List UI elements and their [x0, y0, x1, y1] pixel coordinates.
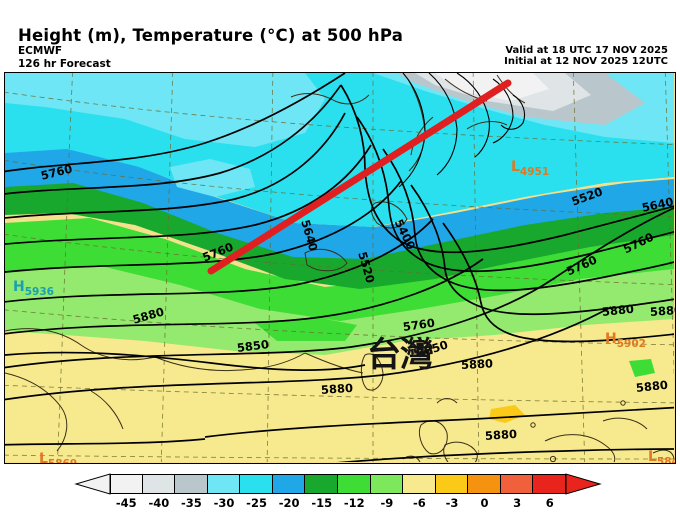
model-name-label: ECMWF: [18, 45, 63, 57]
colorbar-end-caps: [74, 473, 602, 495]
colorbar-swatch: [207, 474, 241, 494]
page-title: Height (m), Temperature (°C) at 500 hPa: [18, 26, 404, 45]
colorbar-tick-labels: -45 -40 -35 -30 -25 -20 -15 -12 -9 -6 -3 0 3 6: [0, 496, 680, 514]
temp-fleck-c: [629, 359, 655, 377]
colorbar-swatch: [468, 474, 501, 494]
colorbar-tick-label: -45: [115, 496, 137, 510]
contour-label: 5880: [601, 301, 635, 319]
map-panel[interactable]: 5760 5640 5520 5400 5520 5640 5760 5760 5760 5760…: [4, 72, 676, 464]
colorbar-swatch: [337, 474, 371, 494]
colorbar-tick-label: -9: [380, 496, 394, 510]
contour-label: 5760: [200, 239, 236, 265]
colorbar-tick-label: -20: [278, 496, 300, 510]
initial-time-label: Initial at 12 NOV 2025 12UTC: [504, 56, 668, 67]
temp-band-m12: [5, 218, 674, 321]
trough-line: [207, 79, 512, 275]
pressure-center-low: L4951: [511, 159, 549, 178]
colorbar-swatch: [370, 474, 404, 494]
chart-header: Height (m), Temperature (°C) at 500 hPa …: [0, 0, 680, 72]
colorbar-swatch: [240, 474, 273, 494]
contour-label: 5880: [649, 302, 676, 319]
temp-band-m9: [5, 261, 674, 355]
pressure-center-type: H: [13, 279, 25, 295]
colorbar-swatch: [175, 474, 208, 494]
temp-band-m45: [435, 73, 549, 101]
pressure-center-low: L5869: [39, 451, 78, 464]
colorbar-tick-label: -35: [181, 496, 202, 510]
contour-label: 5520: [569, 184, 605, 209]
contour-label: 5520: [355, 250, 378, 285]
colorbar-swatch: [533, 474, 566, 494]
colorbar-tick-label: -40: [148, 496, 170, 510]
pressure-center-value: 5869: [47, 458, 78, 464]
temp-fleck-e: [255, 317, 357, 341]
colorbar-tick-label: -25: [246, 496, 267, 510]
contour-label: 5760: [39, 161, 74, 183]
colorbar-swatch: [305, 474, 338, 494]
colorbar-tick-label: 3: [513, 496, 522, 510]
contour-label: 5880: [131, 304, 166, 327]
pressure-center-low: L5840: [648, 449, 675, 464]
colorbar-tick-label: -6: [413, 496, 426, 510]
colorbar-swatches: [110, 474, 566, 494]
colorbar-swatch: [500, 474, 534, 494]
contour-label: 5400: [391, 216, 419, 252]
colorbar-tick-label: 6: [545, 496, 554, 510]
temp-fleck-d: [605, 281, 665, 299]
region-label-taiwan: 台灣: [367, 335, 434, 375]
colorbar-swatch: [435, 474, 469, 494]
trough-line-layer: [207, 79, 512, 275]
colorbar-swatch: [272, 474, 306, 494]
colorbar-swatch: [142, 474, 176, 494]
pressure-center-high: H5902: [605, 331, 646, 350]
temp-band-m15: [5, 181, 674, 289]
contour-label: 5880: [484, 426, 518, 443]
colorbar-tick-label: 0: [480, 496, 489, 510]
pressure-center-value: 4951: [519, 166, 550, 178]
contour-label: 5850: [236, 337, 270, 355]
contour-label: 5880: [460, 356, 494, 372]
colorbar-swatch: [110, 474, 143, 494]
contour-label: 5760: [620, 229, 656, 257]
pressure-center-type: L: [648, 449, 657, 464]
colorbar-tick-label: -3: [445, 496, 459, 510]
colorbar-tick-label: -30: [213, 496, 235, 510]
colorbar[interactable]: -45 -40 -35 -30 -25 -20 -15 -12 -9 -6 -3 0 3 6: [0, 466, 680, 520]
contour-label: 5760: [402, 315, 436, 334]
colorbar-tick-label: -15: [311, 496, 333, 510]
map-canvas: [5, 73, 674, 462]
height-contours: [5, 73, 674, 462]
pressure-center-value: 5902: [616, 338, 646, 350]
pressure-center-high: H5936: [13, 279, 54, 298]
colorbar-tick-label: -12: [343, 496, 365, 510]
valid-time-label: Valid at 18 UTC 17 NOV 2025: [505, 45, 668, 56]
contour-label: 5640: [640, 194, 675, 215]
contour-label: 5880: [635, 377, 669, 395]
pressure-center-type: L: [39, 451, 48, 464]
pressure-center-value: 5840: [656, 456, 675, 464]
contour-label: 5880: [320, 380, 354, 397]
pressure-center-type: H: [605, 331, 617, 347]
coastlines: [5, 74, 674, 462]
contour-label: 5640: [298, 218, 321, 253]
contour-label-layer: 5760 5640 5520 5400 5520 5640 5760 5760 5760 5760…: [5, 73, 676, 464]
contour-label: 5760: [564, 252, 600, 279]
temp-band-m20: [5, 147, 674, 259]
forecast-hour-label: 126 hr Forecast: [18, 58, 111, 70]
pressure-center-type: L: [511, 159, 520, 175]
colorbar-swatch: [403, 474, 436, 494]
pressure-center-value: 5936: [24, 286, 54, 298]
